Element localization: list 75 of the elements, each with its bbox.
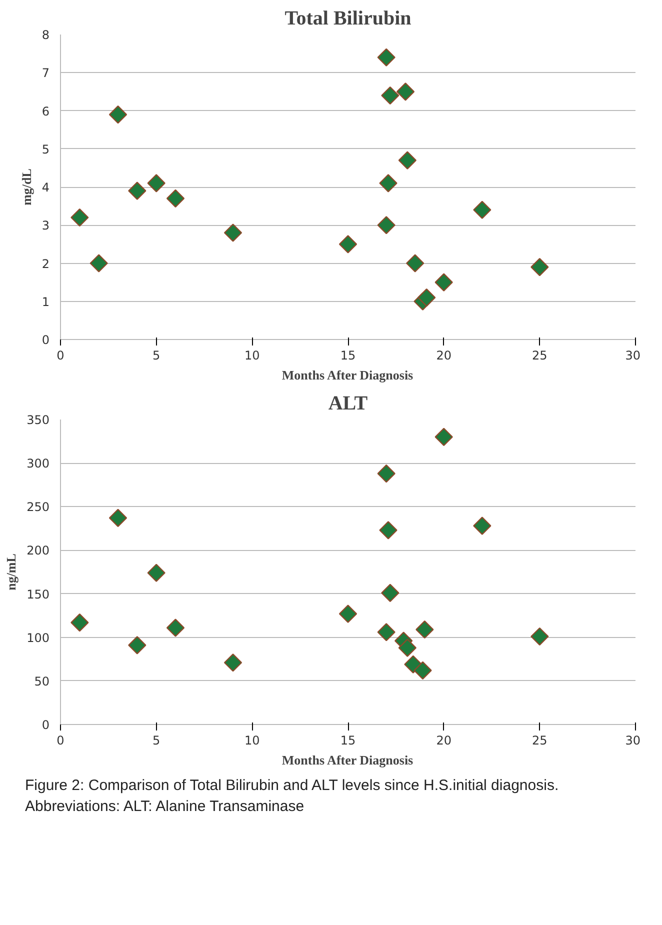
point — [434, 273, 453, 292]
y-tick-label: 200 — [26, 544, 50, 558]
point — [381, 584, 400, 602]
text: Abbreviations: ALT: Alanine Transaminase — [25, 797, 306, 818]
point — [377, 464, 396, 483]
point — [530, 627, 549, 646]
y-tick-label: 250 — [26, 500, 50, 514]
y-tick-label: 1 — [42, 294, 50, 309]
point — [338, 235, 358, 254]
y-tick-label: 350 — [26, 413, 50, 427]
y-tick-label: 4 — [42, 180, 50, 194]
y-tick-label: 3 — [42, 218, 50, 233]
point — [381, 86, 400, 105]
point — [166, 618, 185, 637]
y-axis-title: ng/mL — [4, 553, 19, 590]
point — [147, 564, 166, 582]
x-tick-label: 5 — [152, 348, 160, 362]
point — [108, 508, 128, 528]
y-tick-label: 0 — [42, 718, 50, 732]
point — [473, 516, 492, 535]
y-tick-label: 6 — [42, 104, 50, 118]
x-tick-label: 5 — [152, 734, 160, 748]
point — [530, 258, 549, 276]
chart-title: ALT — [328, 392, 368, 414]
point — [128, 182, 146, 200]
y-tick-label: 300 — [26, 456, 50, 471]
point — [379, 521, 398, 540]
point — [473, 200, 492, 219]
caption: Figure 2: Comparison of Total Bilirubin and ALT levels since H.S.initial diagnosis. — [25, 776, 560, 796]
point — [377, 216, 396, 234]
point — [379, 174, 398, 192]
point — [108, 105, 128, 124]
point — [414, 661, 432, 680]
point — [377, 48, 396, 66]
x-tick-label: 10 — [244, 734, 260, 748]
y-tick-label: 150 — [26, 587, 50, 602]
y-tick-label: 5 — [42, 142, 50, 156]
y-tick-label: 50 — [34, 674, 50, 688]
x-tick-label: 30 — [625, 734, 641, 748]
point — [224, 224, 242, 242]
point — [338, 604, 358, 623]
x-tick-label: 15 — [340, 348, 356, 362]
x-axis-title: Months After Diagnosis — [282, 752, 414, 768]
chart-title: Total Bilirubin — [284, 8, 412, 30]
point — [396, 82, 415, 101]
point — [147, 174, 166, 192]
x-tick-label: 10 — [244, 348, 260, 362]
y-tick-label: 7 — [42, 66, 50, 80]
point — [416, 620, 434, 639]
x-tick-label: 20 — [436, 734, 452, 748]
y-tick-label: 100 — [26, 630, 50, 645]
point — [90, 254, 108, 272]
x-tick-label: 0 — [56, 348, 64, 362]
point — [70, 208, 89, 227]
x-tick-label: 30 — [625, 348, 641, 362]
point — [434, 428, 453, 446]
point — [398, 638, 416, 657]
x-tick-label: 25 — [532, 348, 548, 362]
point — [398, 151, 416, 170]
point — [70, 613, 89, 632]
point — [406, 254, 424, 272]
point — [166, 189, 185, 208]
x-axis-title: Months After Diagnosis — [282, 368, 414, 382]
y-tick-label: 8 — [42, 28, 50, 42]
point — [418, 288, 436, 307]
point — [224, 654, 242, 672]
point — [128, 636, 146, 654]
x-tick-label: 0 — [56, 734, 64, 748]
point — [377, 623, 396, 642]
y-tick-label: 2 — [42, 256, 50, 271]
y-tick-label: 0 — [42, 333, 50, 347]
x-tick-label: 15 — [340, 734, 356, 748]
x-tick-label: 20 — [436, 348, 452, 362]
x-tick-label: 25 — [532, 734, 548, 748]
y-axis-title: mg/dL — [18, 168, 34, 206]
